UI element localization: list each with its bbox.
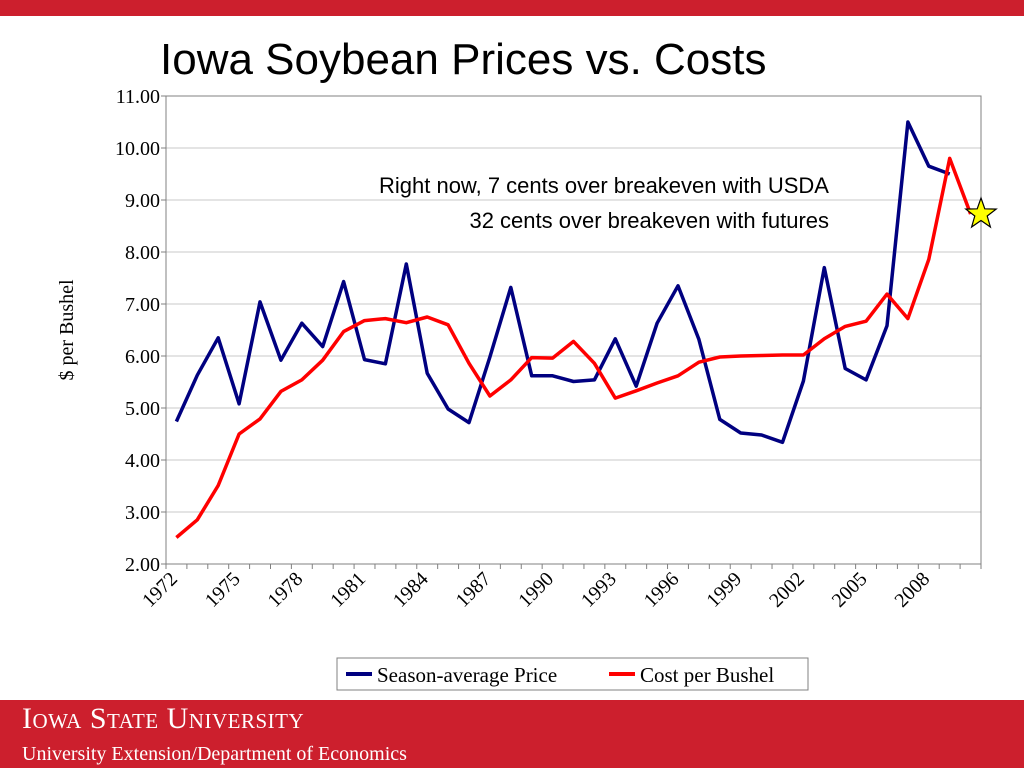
department-name: University Extension/Department of Econo… [22, 743, 407, 765]
annotation-line-2: 32 cents over breakeven with futures [469, 208, 829, 233]
legend-box [336, 657, 809, 691]
x-tick-label: 1984 [389, 568, 433, 612]
star-marker [964, 196, 998, 229]
y-tick-label: 5.00 [125, 398, 160, 420]
line-chart: 2.00 3.00 4.00 5.00 6.00 7.00 8.00 9.00 10.00 11.… [56, 86, 998, 691]
x-tick-label: 1987 [452, 568, 496, 612]
y-axis-ticks: 2.00 3.00 4.00 5.00 6.00 7.00 8.00 9.00 10.00 11.… [115, 86, 166, 576]
y-tick-label: 8.00 [125, 242, 160, 264]
series-line-season-average-price [174, 120, 951, 445]
x-tick-label: 1993 [577, 568, 621, 612]
x-axis-ticks: 1972 1975 1978 1981 1984 1987 1990 1993 1996 1999… [138, 564, 982, 612]
x-tick-label: 2008 [890, 568, 934, 612]
y-tick-label: 11.00 [116, 86, 160, 108]
x-tick-label: 1975 [201, 568, 245, 612]
y-tick-label: 10.00 [115, 138, 160, 160]
annotation-line-1: Right now, 7 cents over breakeven with U… [379, 173, 829, 198]
top-accent-bar [0, 0, 1024, 16]
slide-title: Iowa Soybean Prices vs. Costs [160, 35, 767, 84]
university-name: Iowa State University [22, 702, 305, 735]
x-tick-label: 1999 [702, 568, 746, 612]
x-tick-label: 2005 [828, 568, 872, 612]
y-tick-label: 3.00 [125, 502, 160, 524]
footer-bar [0, 700, 1024, 768]
x-tick-label: 1978 [264, 568, 308, 612]
y-tick-label: 4.00 [125, 450, 160, 472]
y-tick-label: 2.00 [125, 554, 160, 576]
x-tick-label: 1996 [640, 568, 684, 612]
y-axis-label: $ per Bushel [56, 279, 78, 381]
series-lines [174, 120, 998, 539]
y-tick-label: 6.00 [125, 346, 160, 368]
plot-area-border [165, 95, 982, 565]
legend: Season-average Price Cost per Bushel [336, 657, 809, 691]
legend-label-price: Season-average Price [377, 663, 557, 687]
legend-label-cost: Cost per Bushel [640, 663, 774, 687]
gridlines [166, 147, 981, 513]
x-tick-label: 1981 [326, 568, 370, 612]
y-tick-label: 7.00 [125, 294, 160, 316]
x-tick-label: 2002 [765, 568, 809, 612]
x-tick-label: 1990 [514, 568, 558, 612]
y-tick-label: 9.00 [125, 190, 160, 212]
